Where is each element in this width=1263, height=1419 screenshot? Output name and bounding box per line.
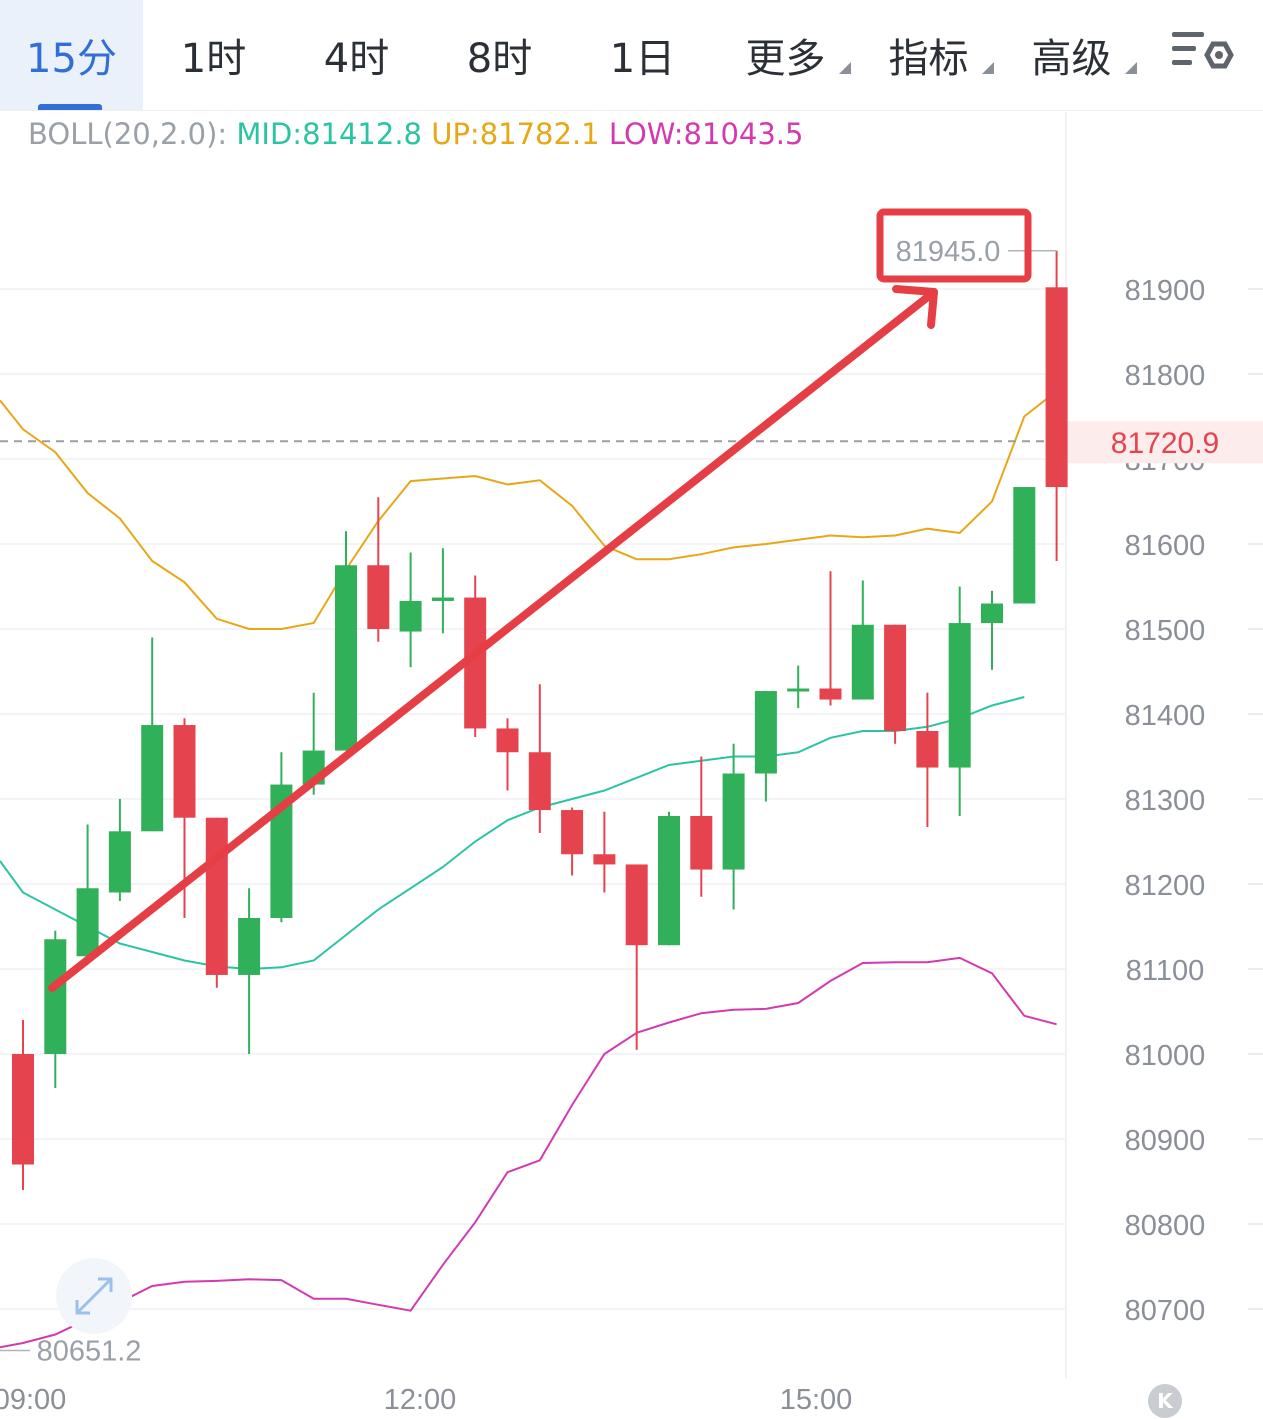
- boll-up-line: [0, 390, 1058, 630]
- bull-candle: [754, 691, 777, 774]
- bear-candle: [12, 1054, 34, 1165]
- bear-candle: [916, 731, 939, 768]
- last-price-label: 81720.9: [1111, 427, 1219, 460]
- tab-label: 高级: [1031, 36, 1112, 82]
- boll-indicator-legend: BOLL(20,2.0): MID:81412.8 UP:81782.1 LOW…: [28, 114, 803, 154]
- bull-candle: [1013, 487, 1036, 604]
- bear-candle: [690, 816, 713, 870]
- expand-chart-icon[interactable]: [56, 1258, 132, 1334]
- tab-3[interactable]: 8时: [428, 0, 571, 110]
- tab-0[interactable]: 15分: [0, 0, 143, 110]
- boll-up-value: UP:81782.1: [431, 117, 600, 151]
- y-tick-label: 81200: [1125, 870, 1206, 902]
- bull-candle: [399, 600, 422, 632]
- bull-candle: [948, 623, 971, 768]
- y-tick-label: 80700: [1125, 1295, 1206, 1327]
- bear-candle: [593, 854, 616, 865]
- timeframe-tab-bar: 15分 1时 4时 8时 1日 更多 指标 高级: [0, 0, 1263, 111]
- y-tick-label: 81900: [1125, 275, 1206, 307]
- bear-candle: [528, 752, 551, 811]
- dropdown-caret-icon: [839, 62, 851, 74]
- k-line-icon[interactable]: K: [1148, 1384, 1182, 1418]
- y-tick-label: 81500: [1125, 615, 1206, 647]
- bull-candle: [981, 603, 1003, 624]
- bull-candle: [335, 565, 357, 751]
- bear-candle: [1045, 287, 1068, 488]
- bull-candle: [108, 831, 131, 893]
- candlestick-chart[interactable]: 8190081800817008160081500814008130081200…: [0, 112, 1263, 1419]
- bull-candle: [44, 939, 67, 1054]
- y-tick-label: 81800: [1125, 360, 1206, 392]
- tab-label: 更多: [745, 36, 826, 82]
- tab-label: 8时: [466, 36, 533, 82]
- bear-candle: [367, 565, 390, 629]
- tab-label: 4时: [323, 36, 390, 82]
- min-price-label: 80651.2: [37, 1335, 142, 1367]
- chart-settings-glyph: [1172, 32, 1234, 69]
- chart-settings-icon[interactable]: [1168, 22, 1238, 86]
- tab-1[interactable]: 1时: [142, 0, 285, 110]
- x-tick-label: 12:00: [384, 1384, 457, 1416]
- active-tab-indicator: [38, 104, 102, 110]
- tab-label: 15分: [26, 36, 117, 82]
- bear-candle: [464, 597, 487, 729]
- bull-candle: [270, 784, 293, 918]
- tab-label: 1时: [180, 36, 247, 82]
- y-tick-label: 81400: [1125, 700, 1206, 732]
- y-tick-label: 80900: [1125, 1125, 1206, 1157]
- boll-label: BOLL(20,2.0):: [28, 117, 228, 151]
- bull-candle: [787, 688, 810, 692]
- bear-candle: [819, 688, 842, 700]
- y-tick-label: 81600: [1125, 530, 1206, 562]
- tab-2[interactable]: 4时: [285, 0, 428, 110]
- tab-6[interactable]: 指标: [857, 0, 1000, 110]
- boll-mid-line: [0, 696, 1025, 971]
- annotation-arrow: [48, 288, 938, 992]
- bull-candle: [431, 597, 454, 601]
- y-tick-label: 81100: [1126, 955, 1205, 987]
- bull-candle: [658, 816, 680, 946]
- dropdown-caret-icon: [1125, 62, 1137, 74]
- dropdown-caret-icon: [982, 62, 994, 74]
- bull-candle: [851, 624, 874, 700]
- y-tick-label: 81000: [1125, 1040, 1206, 1072]
- tab-label: 1日: [609, 36, 676, 82]
- boll-low-line: [0, 956, 1057, 1349]
- annotation-highlight-box: [876, 208, 1032, 283]
- bear-candle: [496, 728, 519, 753]
- bear-candle: [884, 624, 907, 731]
- bear-candle: [625, 864, 648, 946]
- tab-label: 指标: [888, 36, 969, 82]
- bull-candle: [238, 918, 261, 975]
- x-tick-label: 15:00: [780, 1384, 853, 1416]
- tab-5[interactable]: 更多: [714, 0, 857, 110]
- y-tick-label: 81300: [1125, 785, 1206, 817]
- bull-candle: [722, 773, 745, 870]
- boll-low-value: LOW:81043.5: [608, 117, 804, 151]
- bear-candle: [173, 725, 196, 818]
- boll-mid-value: MID:81412.8: [236, 117, 422, 151]
- bear-candle: [561, 810, 584, 855]
- expand-arrows-glyph: [75, 1277, 113, 1315]
- bear-candle: [205, 817, 228, 975]
- max-price-label: 81945.0: [896, 236, 1001, 268]
- tab-4[interactable]: 1日: [571, 0, 714, 110]
- x-tick-label: 09:00: [0, 1384, 66, 1416]
- y-tick-label: 80800: [1125, 1210, 1206, 1242]
- annotation-arrow-head: [892, 285, 938, 329]
- bull-candle: [141, 725, 164, 832]
- tab-7[interactable]: 高级: [1000, 0, 1143, 110]
- bull-candle: [76, 888, 99, 957]
- last-price-badge: [1066, 421, 1263, 464]
